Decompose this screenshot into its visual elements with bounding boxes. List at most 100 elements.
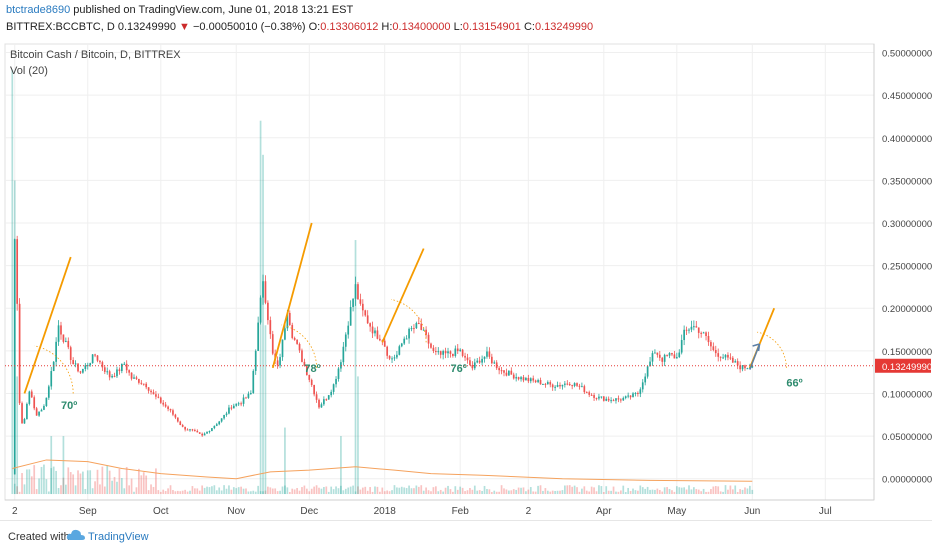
price-chart[interactable]: 0.50000000 0.45000000 0.40000000 0.35000000… <box>0 40 932 520</box>
candle-body <box>262 281 264 298</box>
volume-bar <box>381 487 384 495</box>
volume-bar <box>644 488 647 495</box>
projection-arrow <box>749 343 761 370</box>
x-tick-label: 2018 <box>374 506 397 517</box>
candle-body <box>77 363 79 372</box>
candle-body <box>318 399 320 408</box>
candle-body <box>52 361 55 372</box>
x-tick-label: Feb <box>452 506 470 517</box>
volume-indicator-label[interactable]: Vol (20) <box>10 65 48 77</box>
candle-body <box>471 365 474 369</box>
candle-body <box>89 363 92 366</box>
candle-body <box>619 399 622 401</box>
angle-label: 76º <box>450 363 466 375</box>
volume-bar <box>722 491 724 495</box>
candle-body <box>556 385 559 387</box>
volume-bar <box>232 487 235 495</box>
candle-body <box>490 356 493 364</box>
volume-bar <box>361 487 364 495</box>
candle-body <box>466 357 469 361</box>
volume-bar <box>602 492 605 495</box>
candle-body <box>361 303 364 311</box>
price-change: −0.00050010 (−0.38%) <box>193 21 306 33</box>
volume-bar <box>357 486 359 495</box>
candle-body <box>174 414 177 418</box>
volume-bar <box>342 490 345 495</box>
author-link[interactable]: btctrade8690 <box>6 4 71 16</box>
candle-body <box>705 332 707 337</box>
volume-bar <box>641 487 644 495</box>
volume-bar <box>167 488 169 495</box>
volume-bar <box>486 489 488 495</box>
volume-bar <box>578 491 581 495</box>
volume-bar <box>515 489 518 495</box>
volume-bar <box>344 488 347 495</box>
volume-bar <box>18 491 21 495</box>
y-tick-label: 0.30000000 <box>882 219 932 230</box>
volume-bar <box>305 488 308 495</box>
candle-body <box>383 340 386 347</box>
volume-bar <box>629 490 632 495</box>
candle-body <box>646 366 649 377</box>
candle-body <box>242 397 245 404</box>
volume-bar <box>615 491 617 495</box>
volume-bar <box>235 488 238 495</box>
trend-line <box>23 256 72 394</box>
volume-bar <box>539 485 542 495</box>
candle-body <box>184 426 186 430</box>
volume-bar <box>369 487 371 495</box>
candle-body <box>155 394 157 397</box>
volume-bar <box>666 487 668 495</box>
last-price: 0.13249990 <box>117 21 176 33</box>
volume-bar <box>26 469 28 495</box>
candle-body <box>354 284 357 299</box>
volume-bar <box>512 489 515 495</box>
candle-body <box>213 425 216 429</box>
volume-bar <box>267 486 269 495</box>
candle-body <box>456 348 459 352</box>
volume-bar <box>298 490 301 495</box>
volume-bar <box>673 491 676 495</box>
volume-bar <box>159 491 162 495</box>
volume-spike-bar <box>16 376 19 495</box>
candle-body <box>405 338 408 340</box>
candle-body <box>152 392 155 395</box>
volume-bar <box>35 489 38 495</box>
volume-bar <box>77 470 79 495</box>
candle-body <box>45 397 48 407</box>
volume-spike-bar <box>13 180 16 495</box>
candle-body <box>369 323 371 327</box>
candle-body <box>284 328 286 340</box>
volume-bar <box>393 485 396 495</box>
volume-bar <box>179 491 182 495</box>
volume-bar <box>101 466 104 495</box>
candle-body <box>364 310 367 316</box>
current-price-label: 0.13249990 <box>882 362 932 373</box>
candle-body <box>622 397 625 401</box>
volume-bar <box>354 491 357 495</box>
tradingview-brand-link[interactable]: TradingView <box>88 531 149 543</box>
volume-bar <box>281 486 284 495</box>
tradingview-cloud-icon <box>66 529 85 540</box>
candle-body <box>305 365 308 376</box>
volume-bar <box>658 489 661 495</box>
volume-bar <box>118 468 121 495</box>
volume-bar <box>505 489 508 495</box>
volume-bar <box>598 485 600 495</box>
candle-body <box>663 354 666 362</box>
candle-body <box>120 363 123 372</box>
candle-body <box>554 386 556 388</box>
volume-bar <box>663 487 666 495</box>
candle-body <box>257 322 260 351</box>
candle-body <box>157 396 160 398</box>
y-tick-label: 0.10000000 <box>882 389 932 400</box>
candle-body <box>751 365 754 368</box>
candle-body <box>544 383 547 385</box>
candle-body <box>237 403 240 405</box>
candle-body <box>101 362 104 368</box>
candle-body <box>271 334 274 354</box>
candle-body <box>301 350 303 362</box>
volume-bar <box>473 485 476 495</box>
volume-bar <box>573 485 576 495</box>
candle-body <box>503 370 505 373</box>
